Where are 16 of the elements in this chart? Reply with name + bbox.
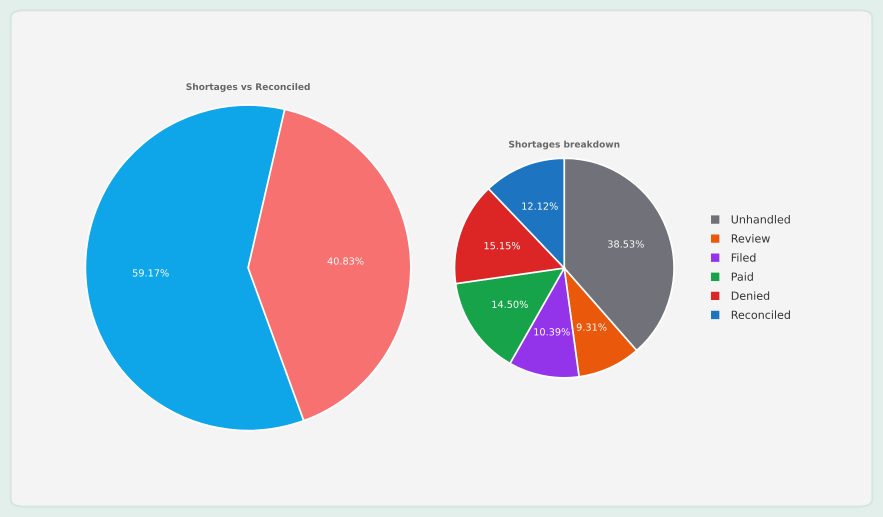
legend-label: Review (732, 234, 770, 243)
data-label: 38.53% (608, 240, 644, 248)
legend-label: Paid (732, 272, 753, 281)
chart-title: Shortages breakdown (509, 140, 620, 150)
legend-label: Unhandled (732, 214, 790, 224)
data-label: 14.50% (492, 300, 528, 308)
data-label: 40.83% (328, 257, 364, 265)
data-label: 59.17% (132, 269, 169, 277)
data-label: 15.15% (484, 242, 520, 250)
legend-label: Denied (732, 291, 770, 300)
legend-label: Reconciled (732, 310, 790, 320)
data-label: 10.39% (534, 328, 570, 336)
data-label: 12.12% (522, 202, 558, 210)
data-label: 9.31% (576, 323, 606, 331)
chart-title: Shortages vs Reconciled (186, 83, 310, 92)
legend-label: Filed (732, 253, 756, 262)
